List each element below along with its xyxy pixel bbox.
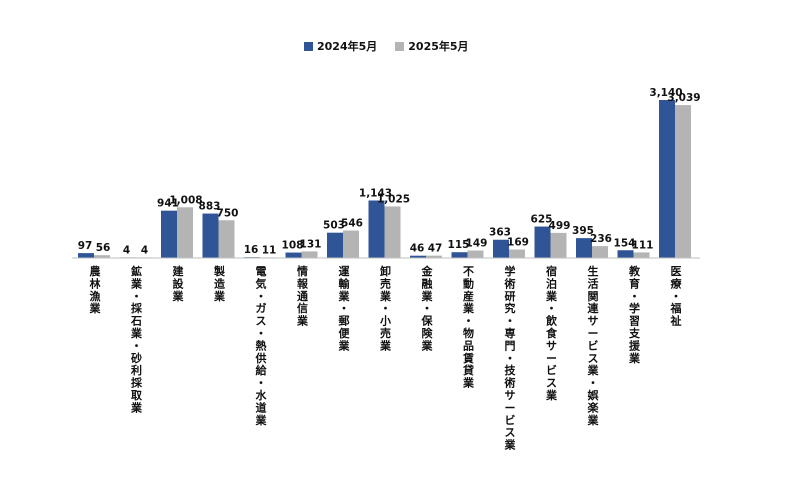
category-label-10: 学術研究・専門・技術サービス業 [504,264,517,452]
bar-2024-11 [534,226,551,258]
data-label-2024-12: 395 [572,225,594,237]
legend-item-2025: 2025年5月 [395,38,469,54]
bar-2024-6 [327,232,343,258]
bar-2024-7 [368,200,385,258]
category-label-14: 医療・福祉 [670,265,683,328]
bar-2024-0 [78,253,94,258]
category-label-6: 運輸業・郵便業 [338,265,351,352]
bar-2025-2 [177,207,193,258]
category-label-11: 宿泊業・飲食サービス業 [545,264,558,402]
data-label-2024-14: 3,140 [649,87,682,99]
data-label-2024-3: 883 [199,201,221,213]
data-label-2025-1: 4 [141,244,148,256]
legend-label-2025: 2025年5月 [408,40,469,53]
legend: 2024年5月 2025年5月 [304,38,469,54]
bar-2025-6 [343,230,359,258]
data-label-2024-10: 363 [489,227,511,239]
data-label-2024-1: 4 [123,244,130,256]
data-label-2024-0: 97 [78,240,93,252]
bar-2024-14 [659,100,675,258]
bar-2024-10 [493,239,509,258]
category-label-12: 生活関連サービス業・娯楽業 [587,264,600,427]
bar-2025-8 [426,255,442,258]
category-label-13: 教育・学習支援業 [628,264,641,365]
data-label-2025-9: 149 [466,238,488,250]
bar-2024-3 [202,213,219,258]
bar-2025-12 [592,246,608,258]
data-label-2024-2: 941 [157,198,179,210]
data-label-2025-7: 1,025 [377,193,410,205]
bar-2024-12 [576,238,592,258]
category-label-7: 卸売業・小売業 [379,264,392,352]
bar-2024-2 [161,210,177,258]
category-label-5: 情報通信業 [296,264,309,328]
data-label-2025-3: 750 [217,207,239,219]
category-label-3: 製造業 [213,264,226,303]
legend-swatch-2025 [395,41,405,51]
bar-2025-13 [633,252,650,258]
data-label-2025-14: 3,039 [667,92,700,104]
category-label-2: 建設業 [172,264,185,303]
bar-2024-13 [617,250,634,258]
legend-item-2024: 2024年5月 [304,38,377,54]
bar-2025-3 [218,220,235,258]
legend-swatch-2024 [304,41,313,51]
bar-2025-10 [509,249,525,258]
data-label-2025-6: 546 [341,218,363,230]
bar-2025-11 [550,232,567,258]
data-label-2025-12: 236 [590,233,612,245]
data-label-2024-13: 154 [614,237,636,249]
data-label-2024-9: 115 [448,239,470,251]
bar-2024-8 [410,255,426,258]
data-label-2025-0: 56 [96,242,111,254]
data-label-2024-6: 503 [323,220,345,232]
data-label-2025-2: 1,008 [169,194,202,206]
data-label-2024-5: 108 [282,240,304,252]
data-label-2024-11: 625 [531,214,553,226]
category-label-0: 農林漁業 [89,264,102,315]
bar-2025-0 [94,255,110,258]
data-label-2025-11: 499 [549,220,571,232]
data-label-2024-4: 16 [244,244,259,256]
category-label-4: 電気・ガス・熱供給・水道業 [255,265,268,427]
bar-2025-7 [384,206,401,258]
data-label-2025-5: 131 [300,238,322,250]
data-label-2024-7: 1,143 [359,187,392,199]
bar-2024-9 [451,252,468,258]
bar-2025-14 [675,105,691,258]
bar-2024-5 [285,252,302,258]
data-label-2025-4: 11 [262,244,277,256]
data-label-2025-13: 111 [632,239,654,251]
bar-2025-5 [301,251,318,258]
category-label-8: 金融業・保険業 [421,264,434,352]
category-label-9: 不動産業・物品賃貸業 [462,265,475,390]
legend-label-2024: 2024年5月 [317,40,378,53]
data-label-2025-8: 47 [428,243,443,255]
data-label-2024-8: 46 [410,243,425,255]
bar-2025-9 [467,250,484,258]
data-label-2025-10: 169 [507,236,529,248]
category-label-1: 鉱業・採石業・砂利採取業 [130,264,143,414]
